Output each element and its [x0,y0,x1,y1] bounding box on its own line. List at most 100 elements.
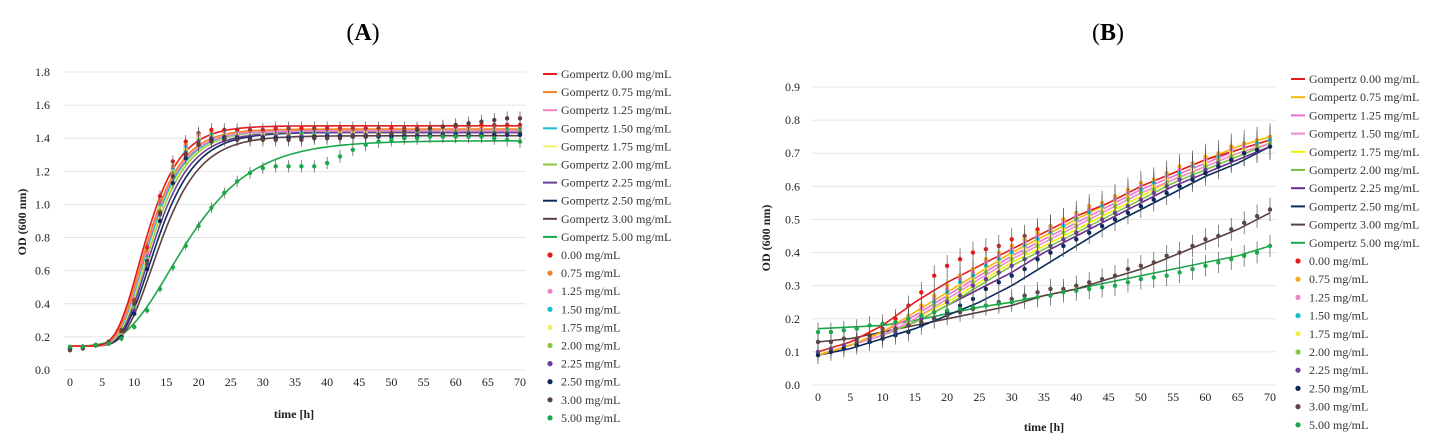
panel-a-x-tick-label: 20 [193,375,205,389]
panel-b-x-tick-label: 60 [1199,390,1211,404]
panel-b-data-point [1074,237,1079,242]
panel-a-data-point [144,266,150,272]
panel-b-data-point [1241,220,1247,225]
panel-b-data-point [828,329,834,335]
panel-b-x-tick-label: 5 [847,390,853,404]
panel-a-x-tick-label: 0 [67,375,73,389]
panel-b-y-tick-label: 0.2 [785,312,800,326]
panel-b-data-point [1254,213,1260,219]
panel-b-legend-entry: Gompertz 1.25 mg/mL [1309,108,1419,122]
panel-b-data-point [957,293,963,298]
panel-b-data-point [1241,253,1247,259]
panel-a-data-point [260,137,266,143]
panel-a-data-point [132,311,137,316]
panel-a-data-point [132,301,137,306]
panel-a-data-point [389,131,394,136]
panel-a-data-point [466,134,471,139]
panel-a-legend-entry: 5.00 mg/mL [561,411,620,425]
panel-a-y-tick-label: 1.2 [35,164,50,178]
panel-b-x-ticks: 0 5 10 15 20 25 30 35 40 45 50 55 60 65 70 [815,390,1276,404]
panel-a-x-tick-label: 25 [225,375,237,389]
panel-b-data-point [1099,223,1105,229]
panel-b-legend-entry: Gompertz 1.50 mg/mL [1309,127,1419,141]
panel-b-data-point [1048,250,1053,255]
panel-a-data-point [247,137,253,143]
panel-a-data-point [67,347,73,353]
panel-a-data-point [157,218,163,224]
panel-b-data-point [1022,266,1027,272]
panel-a-legend-entry: Gompertz 1.25 mg/mL [561,103,671,117]
panel-b-legend-entry: Gompertz 2.25 mg/mL [1309,181,1419,195]
panel-a-y-tick-label: 1.0 [35,197,50,211]
panel-b-title-letter: B [1100,20,1116,46]
panel-a-legend-entry: 2.25 mg/mL [561,357,620,371]
panel-b-legend-entry: Gompertz 0.75 mg/mL [1309,90,1419,104]
panel-b-y-tick-label: 0.1 [785,345,800,359]
panel-a-data-point [427,134,433,139]
panel-a-legend-entry: Gompertz 0.00 mg/mL [561,67,671,81]
panel-a-data-point [414,127,420,133]
panel-b-data-point [970,250,976,255]
panel-b-data-point [1164,253,1169,259]
panel-a-data-point [363,142,368,148]
panel-a-legend-entry: 2.50 mg/mL [561,375,620,389]
panel-a-fit-line [70,130,520,347]
panel-a-y-tick-label: 0.0 [35,363,50,377]
panel-a-data-point [157,286,163,292]
panel-a-fit-line [70,140,520,347]
panel-b-x-tick-label: 25 [973,390,985,404]
panel-b-y-tick-label: 0.7 [785,146,800,160]
panel-a-fit-line [70,130,520,347]
panel-a-data-point [93,342,98,348]
panel-a-fit-line [70,130,520,347]
panel-b-data-point [1022,296,1027,302]
panel-b-x-tick-label: 50 [1135,390,1147,404]
panel-b-data-point [1087,230,1092,235]
panel-b-data-point [1138,263,1144,268]
panel-a-data-point [170,174,176,179]
panel-a-legend-entry: 1.50 mg/mL [561,302,620,316]
panel-b-fit-line [817,142,1271,356]
panel-a-legend-entry: 1.25 mg/mL [561,284,620,298]
panel-b-data-point [828,349,834,355]
panel-a-data-point [119,328,124,333]
panel-b-data-point [1048,293,1053,298]
panel-a-x-tick-label: 15 [160,375,172,389]
panel-b-legend-entry: Gompertz 5.00 mg/mL [1309,236,1419,250]
panel-a-data-point [337,154,343,159]
panel-a-data-point [273,137,278,143]
panel-a-data-point [504,116,510,121]
panel-b-data-point [841,328,847,333]
panel-b-data-point [1009,273,1014,278]
panel-b-data-point [867,333,872,338]
panel-a-legend-entry: Gompertz 2.50 mg/mL [561,194,671,208]
panel-a-data-point [67,344,73,350]
panel-a-data-point [324,136,330,141]
panel-a-fit-line [70,125,520,347]
panel-a-data-point [350,134,356,139]
panel-a-legend-entry: Gompertz 2.25 mg/mL [561,176,671,190]
panel-a-data-point [196,142,201,148]
panel-a-data-point [517,139,523,144]
panel-b-data-point [893,319,898,325]
panel-a-data-point [234,137,240,143]
panel-b-data-point [957,256,963,262]
panel-b-fit-line [817,245,1271,330]
panel-a-data-point [466,121,471,126]
panel-b-x-tick-label: 0 [815,390,821,404]
panel-b-legend-marker [1295,349,1301,355]
panel-b-data-point [1125,210,1131,216]
panel-a-y-tick-label: 0.2 [35,330,50,344]
panel-b-legend-entry: Gompertz 2.50 mg/mL [1309,199,1419,213]
panel-b-data-point [1087,286,1092,292]
panel-a-data-point [376,132,381,138]
panel-b-data-point [906,303,911,308]
panel-a-data-point [453,134,458,139]
panel-b-data-point [1254,250,1260,255]
panel-b-x-tick-label: 70 [1264,390,1276,404]
panel-a-data-point [453,122,458,128]
panel-a-data-point [144,245,150,250]
panel-b-fit-lines [817,135,1271,356]
panel-b-data-point [1177,270,1182,275]
